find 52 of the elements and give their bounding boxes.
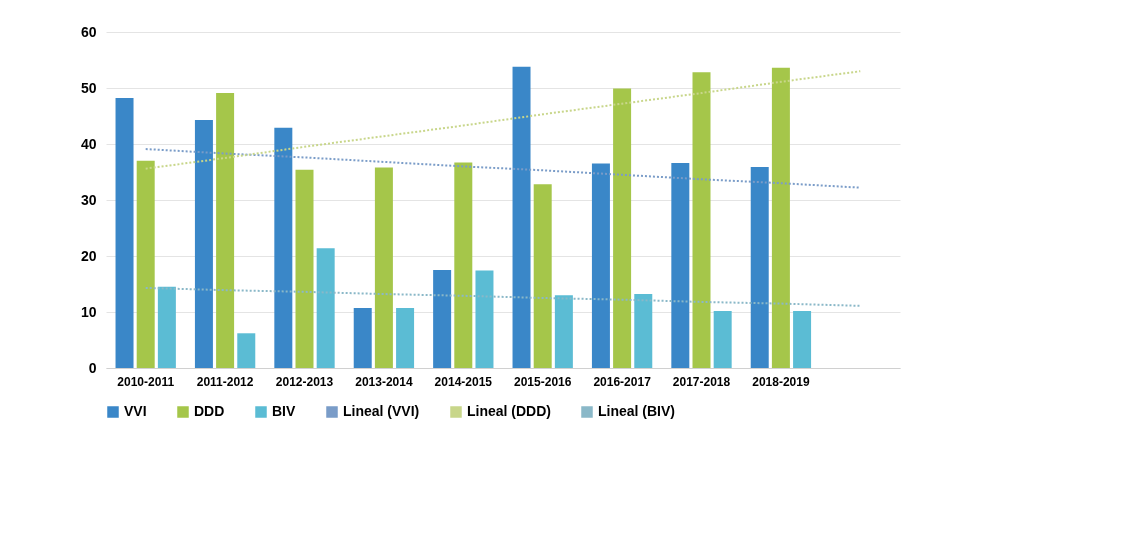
- bar: [374, 167, 393, 368]
- y-tick-label: 10: [80, 303, 97, 320]
- bar: [115, 98, 134, 368]
- bar: [136, 160, 155, 368]
- bar: [713, 310, 732, 368]
- bar: [237, 333, 256, 368]
- legend-label: VVI: [124, 403, 147, 419]
- bar: [216, 93, 235, 368]
- line-series: [144, 70, 862, 170]
- bar: [634, 294, 653, 368]
- bar: [512, 66, 531, 368]
- legend-label: Lineal (DDD): [467, 403, 551, 419]
- bar: [771, 67, 790, 368]
- x-tick-label: 2015-2016: [514, 374, 572, 389]
- x-tick-label: 2016-2017: [593, 374, 652, 389]
- legend-label: Lineal (VVI): [343, 403, 420, 419]
- x-tick-label: 2011-2012: [196, 374, 254, 389]
- bar: [613, 88, 632, 368]
- bar: [194, 119, 213, 368]
- legend-label: Lineal (BIV): [598, 403, 676, 419]
- legend-label: DDD: [194, 403, 225, 419]
- legend-label: BIV: [272, 403, 296, 419]
- bar: [475, 270, 494, 368]
- bar: [591, 163, 610, 368]
- y-tick-label: 50: [80, 79, 97, 96]
- bar: [295, 169, 314, 368]
- bar: [316, 248, 335, 368]
- y-tick-label: 0: [88, 359, 97, 376]
- bar: [274, 127, 293, 368]
- bar: [750, 166, 769, 368]
- y-tick-label: 60: [80, 23, 97, 40]
- bar: [533, 184, 552, 368]
- bar: [396, 308, 415, 368]
- x-tick-label: 2017-2018: [672, 374, 731, 389]
- y-tick-label: 30: [80, 191, 97, 208]
- line-series: [144, 286, 862, 307]
- bar: [454, 162, 473, 368]
- line-series: [144, 148, 862, 189]
- y-tick-label: 20: [80, 247, 97, 264]
- bar: [671, 163, 690, 368]
- y-tick-label: 40: [80, 135, 97, 152]
- bar: [157, 286, 176, 368]
- x-tick-label: 2013-2014: [355, 374, 413, 389]
- bar: [433, 270, 452, 368]
- bar: [353, 308, 372, 368]
- bar: [554, 295, 573, 368]
- bar: [793, 310, 812, 368]
- x-tick-label: 2012-2013: [275, 374, 334, 389]
- x-tick-label: 2010-2011: [117, 374, 175, 389]
- x-tick-label: 2018-2019: [752, 374, 810, 389]
- x-tick-label: 2014-2015: [434, 374, 493, 389]
- bar: [692, 72, 711, 368]
